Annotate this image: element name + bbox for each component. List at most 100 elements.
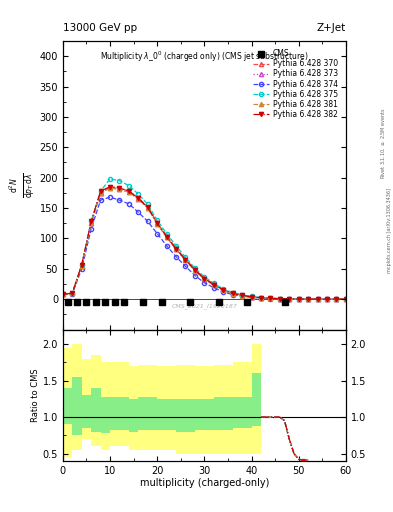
Pythia 6.428 382 [127, 188, 131, 194]
Pythia 6.428 375 [315, 296, 320, 302]
CMS [112, 299, 117, 305]
Pythia 6.428 381 [230, 291, 235, 297]
Pythia 6.428 373 [325, 296, 329, 302]
Pythia 6.428 375 [296, 296, 301, 302]
Pythia 6.428 374 [325, 296, 329, 302]
Pythia 6.428 375 [202, 273, 207, 280]
Pythia 6.428 374 [108, 194, 112, 200]
Pythia 6.428 373 [277, 295, 282, 302]
Pythia 6.428 370 [268, 295, 273, 302]
Pythia 6.428 375 [221, 286, 226, 292]
Pythia 6.428 382 [306, 296, 310, 302]
Pythia 6.428 381 [287, 296, 292, 302]
Pythia 6.428 373 [315, 296, 320, 302]
Legend: CMS, Pythia 6.428 370, Pythia 6.428 373, Pythia 6.428 374, Pythia 6.428 375, Pyt: CMS, Pythia 6.428 370, Pythia 6.428 373,… [251, 48, 339, 121]
Line: Pythia 6.428 375: Pythia 6.428 375 [61, 177, 348, 301]
Pythia 6.428 373 [193, 268, 197, 274]
Line: CMS: CMS [65, 300, 287, 305]
Pythia 6.428 375 [306, 296, 310, 302]
Pythia 6.428 373 [98, 190, 103, 196]
Pythia 6.428 375 [325, 296, 329, 302]
Pythia 6.428 370 [145, 204, 150, 210]
Pythia 6.428 375 [230, 289, 235, 295]
Pythia 6.428 382 [211, 282, 216, 288]
Pythia 6.428 375 [334, 296, 339, 302]
CMS [122, 299, 127, 305]
Pythia 6.428 370 [343, 296, 348, 302]
Pythia 6.428 382 [230, 290, 235, 296]
Pythia 6.428 382 [334, 296, 339, 302]
Pythia 6.428 374 [343, 296, 348, 302]
Pythia 6.428 381 [174, 246, 178, 252]
Pythia 6.428 374 [145, 218, 150, 224]
Pythia 6.428 373 [230, 291, 235, 297]
Pythia 6.428 375 [117, 178, 122, 184]
Pythia 6.428 382 [249, 294, 254, 300]
Pythia 6.428 373 [268, 295, 273, 302]
CMS [188, 299, 193, 305]
Pythia 6.428 373 [70, 290, 75, 296]
Pythia 6.428 382 [287, 296, 292, 302]
Pythia 6.428 381 [108, 185, 112, 191]
Pythia 6.428 373 [79, 263, 84, 269]
Pythia 6.428 375 [287, 296, 292, 302]
Pythia 6.428 375 [127, 182, 131, 188]
Pythia 6.428 374 [98, 197, 103, 203]
Pythia 6.428 374 [174, 253, 178, 260]
Pythia 6.428 374 [315, 296, 320, 302]
Pythia 6.428 373 [155, 221, 160, 227]
Pythia 6.428 382 [221, 287, 226, 293]
Pythia 6.428 370 [61, 291, 65, 297]
Pythia 6.428 375 [145, 201, 150, 207]
Pythia 6.428 381 [268, 295, 273, 302]
Pythia 6.428 381 [136, 196, 141, 202]
Pythia 6.428 381 [79, 263, 84, 269]
Pythia 6.428 381 [211, 282, 216, 288]
Pythia 6.428 373 [145, 205, 150, 211]
Pythia 6.428 375 [164, 230, 169, 237]
Pythia 6.428 370 [79, 263, 84, 269]
Pythia 6.428 370 [259, 294, 263, 301]
CMS [141, 299, 145, 305]
Pythia 6.428 382 [240, 292, 244, 298]
Pythia 6.428 374 [127, 201, 131, 207]
Line: Pythia 6.428 374: Pythia 6.428 374 [61, 195, 348, 301]
Pythia 6.428 374 [287, 296, 292, 302]
Pythia 6.428 370 [211, 281, 216, 287]
Pythia 6.428 374 [79, 266, 84, 272]
Pythia 6.428 370 [70, 290, 75, 296]
Pythia 6.428 370 [296, 296, 301, 302]
Text: Rivet 3.1.10, $\geq$ 2.5M events: Rivet 3.1.10, $\geq$ 2.5M events [379, 108, 387, 179]
Pythia 6.428 381 [89, 220, 94, 226]
Pythia 6.428 374 [89, 226, 94, 232]
Pythia 6.428 381 [193, 268, 197, 274]
Pythia 6.428 382 [325, 296, 329, 302]
Pythia 6.428 381 [249, 294, 254, 300]
Pythia 6.428 381 [343, 296, 348, 302]
Pythia 6.428 374 [268, 295, 273, 302]
Pythia 6.428 382 [193, 267, 197, 273]
Pythia 6.428 375 [259, 294, 263, 301]
Pythia 6.428 381 [296, 296, 301, 302]
Pythia 6.428 382 [183, 257, 188, 263]
Pythia 6.428 382 [277, 295, 282, 302]
Pythia 6.428 374 [202, 280, 207, 286]
Pythia 6.428 375 [98, 188, 103, 194]
Pythia 6.428 382 [164, 233, 169, 240]
Pythia 6.428 373 [61, 291, 65, 297]
Pythia 6.428 370 [193, 266, 197, 272]
Pythia 6.428 381 [164, 234, 169, 240]
Pythia 6.428 374 [70, 291, 75, 297]
Pythia 6.428 370 [117, 185, 122, 191]
Pythia 6.428 373 [89, 220, 94, 226]
Pythia 6.428 375 [70, 290, 75, 296]
Pythia 6.428 375 [155, 217, 160, 223]
Pythia 6.428 370 [155, 220, 160, 226]
Pythia 6.428 381 [127, 189, 131, 196]
Pythia 6.428 381 [70, 290, 75, 296]
CMS [103, 299, 108, 305]
Pythia 6.428 382 [174, 246, 178, 252]
Pythia 6.428 382 [136, 195, 141, 201]
CMS [216, 299, 221, 305]
Pythia 6.428 374 [164, 243, 169, 249]
